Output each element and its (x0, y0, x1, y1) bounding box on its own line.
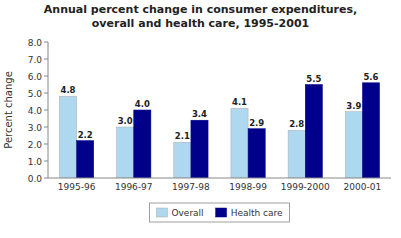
data-label: 5.6 (363, 72, 378, 82)
bar (174, 142, 191, 178)
chart: Annual percent change in consumer expend… (0, 0, 401, 238)
data-labels: 4.8 3.0 2.1 4.1 2.8 3.9 2.2 4.0 3.4 2.9 5.5 5.6 (60, 72, 378, 142)
y-tick-label: 6.0 (28, 72, 43, 82)
legend: Overall Health care (149, 203, 289, 222)
bar (288, 130, 305, 178)
y-tick (44, 59, 48, 60)
data-label: 2.2 (78, 130, 93, 140)
y-tick (44, 127, 48, 128)
bar (77, 141, 94, 178)
bar (305, 85, 322, 179)
title: Annual percent change in consumer expend… (44, 3, 357, 30)
y-tick-label: 5.0 (28, 89, 43, 99)
y-axis (48, 42, 49, 178)
y-tick-label: 0.0 (28, 174, 43, 184)
legend-label: Health care (231, 208, 283, 218)
data-label: 3.0 (118, 116, 133, 126)
y-tick-label: 2.0 (28, 140, 43, 150)
y-tick (44, 144, 48, 145)
bar (231, 108, 248, 178)
bar (191, 120, 208, 178)
y-tick (44, 93, 48, 94)
legend-label: Overall (171, 208, 203, 218)
x-tick-label: 1997-98 (172, 182, 210, 192)
y-tick (44, 42, 48, 43)
y-tick-label: 1.0 (28, 157, 43, 167)
bar (248, 129, 265, 178)
y-axis-label: Percent change (3, 71, 14, 149)
data-label: 2.1 (175, 131, 190, 141)
data-label: 2.9 (249, 118, 264, 128)
x-tick-label: 1998-99 (229, 182, 267, 192)
data-label: 5.5 (306, 74, 321, 84)
bar (134, 110, 151, 178)
legend-box (149, 203, 289, 222)
y-tick (44, 76, 48, 77)
x-tick-label: 1999-2000 (281, 182, 330, 192)
y-tick-label: 4.0 (28, 106, 43, 116)
legend-swatch (156, 208, 167, 217)
data-label: 2.8 (289, 119, 304, 129)
y-tick-label: 7.0 (28, 55, 43, 65)
y-tick (44, 110, 48, 111)
bar (59, 96, 76, 178)
data-label: 3.9 (346, 101, 361, 111)
y-tick (44, 178, 48, 179)
data-label: 4.0 (135, 99, 150, 109)
x-tick-label: 1995-96 (58, 182, 96, 192)
x-axis (48, 178, 391, 179)
data-label: 3.4 (192, 109, 207, 119)
x-tick-label: 1996-97 (115, 182, 153, 192)
bars (59, 83, 379, 178)
bar (362, 83, 379, 178)
bar (345, 112, 362, 178)
data-label: 4.1 (232, 97, 247, 107)
data-label: 4.8 (60, 85, 75, 95)
bar (117, 127, 134, 178)
y-tick (44, 161, 48, 162)
legend-swatch (216, 208, 227, 217)
y-tick-label: 8.0 (28, 38, 43, 48)
x-tick-label: 2000-01 (344, 182, 382, 192)
y-tick-label: 3.0 (28, 123, 43, 133)
